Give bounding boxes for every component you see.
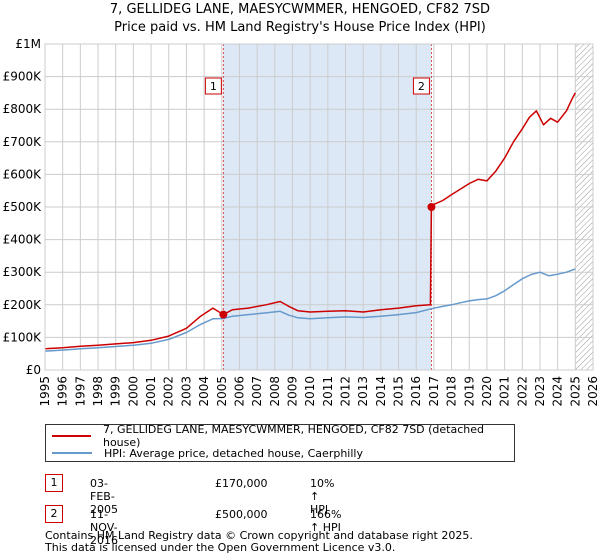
- y-tick-label: £900K: [3, 70, 43, 84]
- x-tick-label: 1996: [56, 376, 70, 407]
- sale-marker-box: [412, 77, 430, 95]
- x-tick-label: 2018: [445, 376, 459, 407]
- legend-swatch-property: [52, 435, 91, 437]
- x-tick-label: 2025: [568, 376, 582, 407]
- legend-item-hpi: HPI: Average price, detached house, Caer…: [52, 445, 363, 461]
- x-tick-label: 2003: [179, 376, 193, 407]
- x-tick-label: 2004: [197, 376, 211, 407]
- sale-marker-box: [204, 77, 222, 95]
- x-tick-label: 1998: [91, 376, 105, 407]
- x-tick-label: 2014: [374, 376, 388, 407]
- x-tick-label: 2026: [586, 376, 600, 407]
- legend-label-property: 7, GELLIDEG LANE, MAESYCWMMER, HENGOED, …: [102, 423, 485, 449]
- y-tick-label: £500K: [3, 200, 43, 214]
- transaction-hpi: 166% ↑ HPI: [310, 508, 342, 534]
- transaction-badge: 2: [45, 505, 63, 523]
- sale-marker-label: 1: [210, 80, 217, 93]
- legend-swatch-hpi: [52, 452, 92, 454]
- footer-license: This data is licensed under the Open Gov…: [45, 541, 396, 554]
- sale-point: [219, 310, 228, 319]
- transaction-price: £170,000: [215, 477, 268, 490]
- hpi-line: [44, 268, 576, 352]
- footer: Contains HM Land Registry data © Crown c…: [45, 530, 473, 554]
- legend: 7, GELLIDEG LANE, MAESYCWMMER, HENGOED, …: [45, 423, 515, 462]
- x-tick-label: 2020: [480, 376, 494, 407]
- legend-item-property: 7, GELLIDEG LANE, MAESYCWMMER, HENGOED, …: [52, 423, 514, 449]
- x-tick-label: 2000: [126, 376, 140, 407]
- x-tick-label: 2009: [285, 376, 299, 407]
- x-tick-label: 2024: [551, 376, 565, 407]
- y-tick-label: £800K: [3, 102, 43, 116]
- transaction-date: 11-NOV-2016: [90, 508, 118, 547]
- x-tick-label: 2001: [144, 376, 158, 407]
- transaction-price: £500,000: [215, 508, 268, 521]
- chart-subtitle: Price paid vs. HM Land Registry's House …: [114, 20, 486, 35]
- y-tick-label: £0: [26, 363, 41, 377]
- x-tick-label: 2005: [215, 376, 229, 407]
- x-tick-label: 2006: [232, 376, 246, 407]
- x-tick-label: 2010: [303, 376, 317, 407]
- y-tick-label: £100K: [3, 330, 43, 344]
- x-tick-label: 2011: [321, 376, 335, 407]
- x-tick-label: 2008: [268, 376, 282, 407]
- x-tick-label: 2023: [533, 376, 547, 407]
- x-tick-label: 2013: [356, 376, 370, 407]
- price-chart: £0 £100K £200K £300K £400K £500K £600K £700K £80…: [3, 37, 600, 407]
- y-tick-label: £1M: [15, 37, 41, 51]
- transaction-badge: 1: [45, 474, 63, 492]
- x-tick-label: 2007: [250, 376, 264, 407]
- transaction-date: 03-FEB-2005: [90, 477, 118, 516]
- y-tick-label: £400K: [3, 233, 43, 247]
- x-tick-label: 1999: [109, 376, 123, 407]
- y-tick-label: £600K: [3, 167, 43, 181]
- footer-copyright: Contains HM Land Registry data © Crown c…: [45, 529, 473, 542]
- y-tick-label: £700K: [3, 135, 43, 149]
- x-tick-label: 2015: [392, 376, 406, 407]
- x-tick-label: 2019: [462, 376, 476, 407]
- x-tick-label: 1997: [73, 376, 87, 407]
- y-tick-label: £300K: [3, 265, 43, 279]
- x-tick-label: 2012: [339, 376, 353, 407]
- x-tick-label: 2017: [427, 376, 441, 407]
- sale-point: [427, 203, 436, 211]
- x-tick-label: 1995: [38, 376, 52, 407]
- transaction-hpi: 10% ↑ HPI: [310, 477, 335, 516]
- x-tick-label: 2022: [515, 376, 529, 407]
- x-tick-label: 2021: [498, 376, 512, 407]
- y-tick-label: £200K: [3, 298, 43, 312]
- x-tick-label: 2002: [162, 376, 176, 407]
- legend-label-hpi: HPI: Average price, detached house, Caer…: [104, 446, 363, 460]
- chart-title: 7, GELLIDEG LANE, MAESYCWMMER, HENGOED, …: [109, 2, 491, 17]
- plot-frame: [44, 43, 594, 371]
- property-price-line: [44, 92, 576, 350]
- x-tick-label: 2016: [409, 376, 423, 407]
- sale-marker-label: 2: [418, 80, 425, 93]
